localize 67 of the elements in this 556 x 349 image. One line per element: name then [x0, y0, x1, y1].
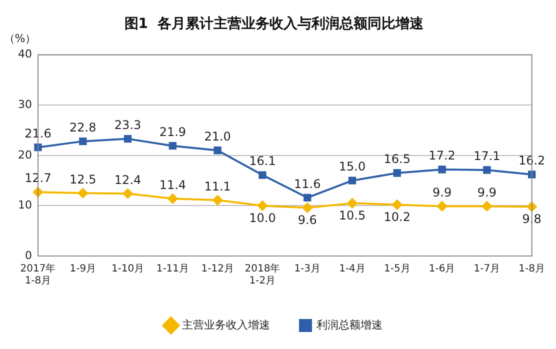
- data-label: 10.2: [384, 210, 411, 224]
- data-label: 9.9: [477, 185, 496, 200]
- point: [393, 169, 401, 177]
- y-tick-label: 20: [18, 148, 32, 162]
- chart-title: 图1 各月累计主营业务收入与利润总额同比增速: [124, 15, 425, 32]
- data-label: 11.1: [204, 179, 231, 194]
- point: [437, 201, 448, 212]
- x-tick-label: 1-8月: [518, 264, 546, 275]
- data-label: 17.1: [474, 149, 500, 164]
- point: [168, 194, 178, 204]
- data-label: 17.2: [428, 148, 456, 163]
- legend-label: 主营业务收入增速: [182, 318, 270, 332]
- y-axis-title: （%）: [4, 32, 36, 46]
- point: [34, 144, 42, 152]
- x-tick-label: 1-11月: [156, 264, 190, 275]
- x-tick-label: 1-6月: [428, 264, 456, 275]
- data-label: 21.6: [24, 126, 52, 140]
- y-tick-label: 30: [18, 98, 32, 111]
- point: [302, 202, 312, 213]
- point: [482, 201, 492, 212]
- point: [483, 166, 491, 174]
- data-label: 16.1: [249, 154, 276, 168]
- point: [528, 170, 536, 178]
- data-label: 10.0: [249, 210, 276, 225]
- y-tick-label: 0: [24, 248, 32, 262]
- data-label: 11.6: [294, 176, 321, 191]
- point: [257, 200, 268, 211]
- point: [347, 198, 358, 208]
- point: [79, 137, 87, 146]
- point: [124, 134, 132, 143]
- x-tick-label: 1-10月: [111, 264, 144, 275]
- data-label: 23.3: [114, 118, 142, 132]
- point: [214, 146, 222, 154]
- data-label: 10.5: [338, 208, 366, 222]
- point: [168, 142, 177, 150]
- point: [392, 200, 402, 210]
- point: [122, 188, 133, 199]
- point: [438, 166, 446, 174]
- x-tick-label: 2018年 1-2月: [244, 262, 280, 287]
- x-tick-label: 1-4月: [339, 264, 366, 275]
- point: [212, 195, 223, 206]
- x-tick-label: 1-12月: [201, 264, 234, 275]
- legend-label: 利润总额增速: [316, 318, 382, 332]
- data-label: 11.4: [159, 178, 186, 192]
- data-label: 15.0: [338, 160, 366, 174]
- x-tick-label: 2017年 1-8月: [20, 262, 56, 287]
- x-tick-label: 1-7月: [474, 264, 500, 275]
- data-label: 9.9: [432, 185, 452, 200]
- x-tick-label: 1-3月: [294, 264, 321, 275]
- point: [258, 171, 266, 179]
- data-label: 16.2: [518, 154, 546, 168]
- data-label: 16.5: [384, 152, 411, 166]
- data-label: 21.9: [159, 124, 186, 139]
- point: [348, 176, 356, 184]
- data-label: 21.0: [204, 129, 231, 144]
- point: [304, 194, 312, 202]
- data-label: 22.8: [70, 120, 96, 134]
- data-label: 12.4: [114, 172, 142, 187]
- y-tick-label: 10: [18, 198, 32, 212]
- data-label: 9.8: [522, 212, 542, 226]
- data-label: 12.5: [70, 172, 96, 186]
- data-label: 9.6: [298, 212, 317, 227]
- point: [78, 188, 88, 198]
- x-tick-label: 1-5月: [384, 264, 410, 275]
- x-tick-label: 1-9月: [70, 264, 96, 275]
- y-tick-label: 40: [18, 48, 32, 61]
- point: [32, 187, 43, 198]
